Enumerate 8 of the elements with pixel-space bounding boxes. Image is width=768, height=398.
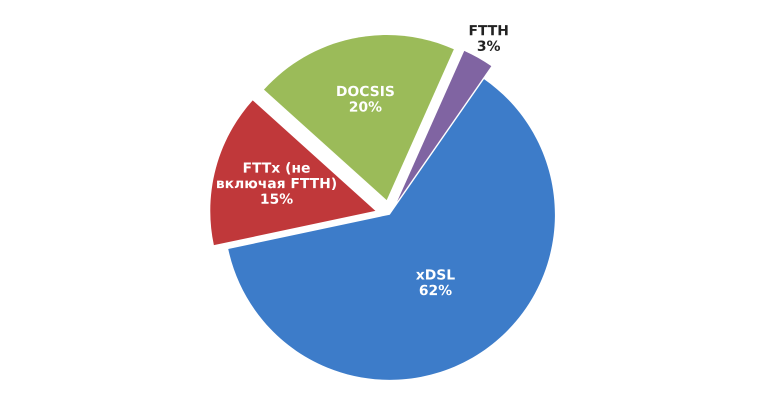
data-label: 15% [261, 193, 293, 204]
slice-label: xDSL [416, 269, 455, 280]
data-label: 20% [350, 101, 382, 112]
slice-label: DOCSIS [337, 86, 394, 96]
data-label: 3% [478, 40, 500, 51]
slice-label: FTTx (не включая FTTH) [217, 162, 336, 190]
slice-label: FTTH [470, 25, 508, 36]
data-label: 62% [420, 284, 452, 296]
